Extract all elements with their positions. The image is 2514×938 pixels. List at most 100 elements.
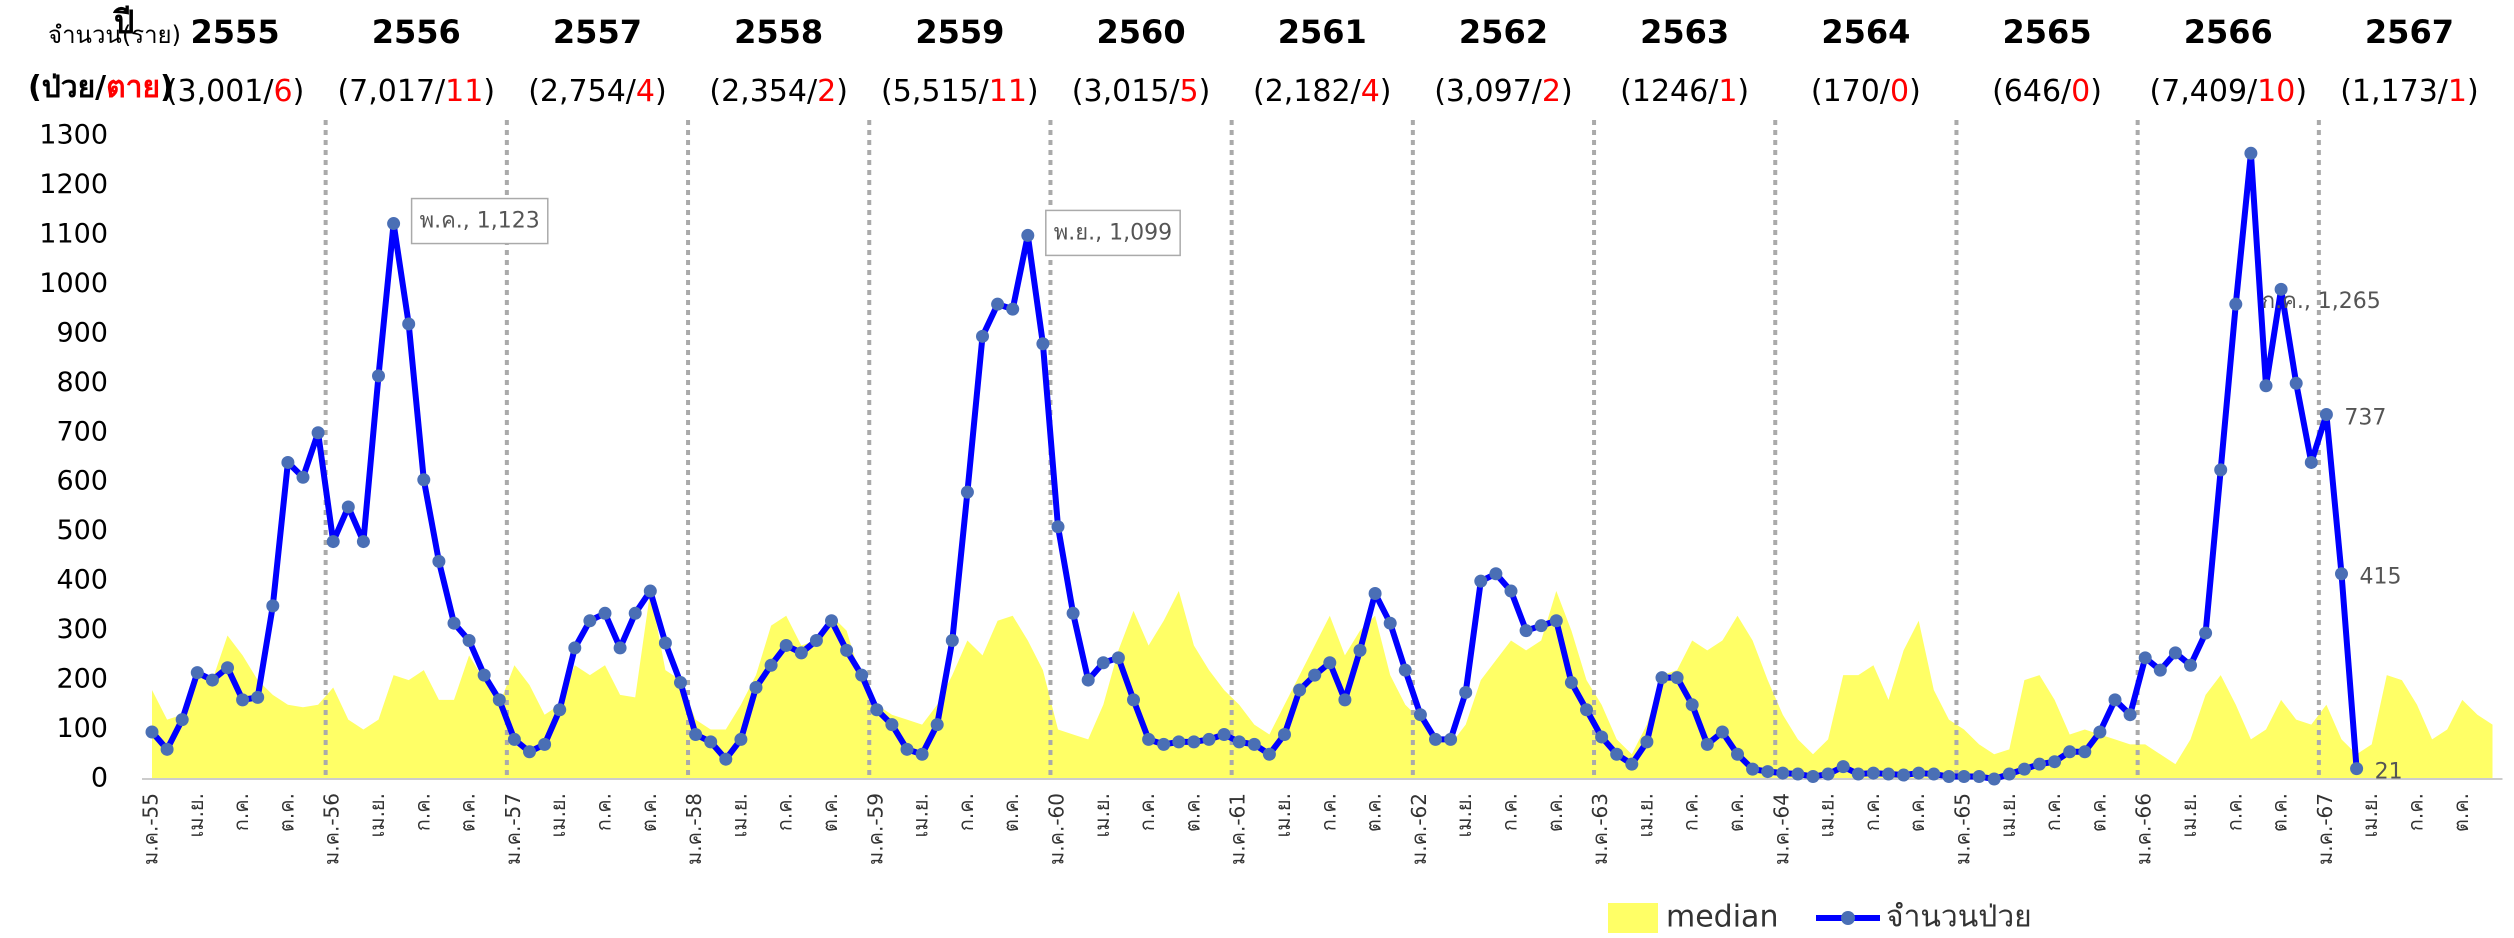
case-marker	[1398, 663, 1412, 677]
case-marker	[825, 614, 838, 628]
year-count-part: 2	[1542, 74, 1561, 109]
case-marker	[1655, 671, 1669, 685]
x-tick-label: ก.ค.	[1679, 793, 1703, 831]
case-marker	[2259, 379, 2273, 393]
case-marker	[643, 584, 657, 598]
year-counts: (3,015/5)	[1072, 74, 1211, 109]
year-count-part: (1246/	[1620, 74, 1719, 109]
case-marker	[1036, 337, 1050, 351]
case-marker	[1353, 643, 1367, 657]
x-tick-label: ต.ค.	[2449, 793, 2473, 832]
case-marker	[1972, 770, 1986, 784]
y-tick-label: 0	[91, 763, 108, 794]
case-marker	[538, 737, 552, 751]
case-marker	[1111, 651, 1125, 665]
case-marker	[2335, 567, 2348, 581]
year-count-part: 2	[817, 74, 836, 109]
case-marker	[598, 606, 612, 620]
case-marker	[945, 634, 959, 648]
year-count-part: (2,182/	[1253, 74, 1362, 109]
case-marker	[1429, 732, 1442, 746]
value-label: 415	[2360, 565, 2402, 590]
case-marker	[387, 217, 401, 231]
case-marker	[2244, 146, 2258, 160]
case-marker	[689, 727, 703, 741]
year-counts: (2,754/4)	[528, 74, 667, 109]
case-marker	[840, 643, 854, 657]
y-tick-label: 900	[56, 317, 108, 348]
case-marker	[1323, 656, 1337, 670]
year-label: 2555	[191, 13, 280, 51]
x-tick-label: เม.ย.	[365, 793, 389, 837]
year-count-part: (3,015/	[1072, 74, 1181, 109]
y-tick-label: 100	[56, 713, 108, 744]
year-label: 2557	[553, 13, 642, 51]
year-count-part: )	[293, 74, 305, 109]
year-count-part: (5,515/	[881, 74, 990, 109]
year-label: 2565	[2003, 13, 2092, 51]
case-marker	[492, 693, 506, 707]
x-tick-label: ต.ค.	[1905, 793, 1929, 832]
value-label: ก.ค., 1,265	[2262, 289, 2381, 314]
year-count-part: 5	[1179, 74, 1198, 109]
callout-box	[410, 197, 549, 245]
case-marker	[1625, 757, 1639, 771]
x-tick-label: ม.ค.-60	[1045, 793, 1069, 865]
y-tick-label: 500	[56, 515, 108, 546]
case-marker	[1836, 760, 1850, 774]
case-marker	[1474, 574, 1488, 588]
case-marker	[1806, 770, 1820, 784]
year-count-part: 4	[636, 74, 655, 109]
year-count-part: 0	[2071, 74, 2090, 109]
case-marker	[372, 369, 385, 383]
year-count-part: )	[2295, 74, 2307, 109]
x-tick-label: เม.ย.	[1996, 793, 2020, 837]
year-label: 2561	[1278, 13, 1367, 51]
header-label: ปี	[112, 3, 134, 41]
case-marker	[2214, 463, 2228, 477]
case-marker	[1217, 727, 1231, 741]
x-tick-label: เม.ย.	[727, 793, 751, 837]
year-label: 2567	[2365, 13, 2454, 51]
x-tick-label: ม.ค.-66	[2132, 793, 2156, 865]
x-tick-label: เม.ย.	[909, 793, 933, 837]
case-marker	[628, 606, 642, 620]
year-count-part: 1	[2448, 74, 2467, 109]
case-marker	[1202, 732, 1216, 746]
case-marker	[1670, 671, 1684, 685]
year-count-part: 6	[273, 74, 292, 109]
year-label: 2560	[1097, 13, 1186, 51]
year-count-part: 4	[1361, 74, 1380, 109]
x-tick-label: ต.ค.	[637, 793, 661, 832]
case-marker	[1942, 770, 1956, 784]
case-marker	[2033, 757, 2046, 771]
y-tick-label: 300	[56, 614, 108, 645]
x-tick-label: เม.ย.	[2358, 793, 2382, 837]
year-count-part: )	[2090, 74, 2102, 109]
x-tick-label: เม.ย.	[1090, 793, 1114, 837]
case-marker	[1595, 730, 1609, 744]
year-count-part: (7,017/	[337, 74, 446, 109]
case-marker	[1172, 735, 1186, 749]
x-tick-label: ม.ค.-59	[863, 793, 887, 865]
case-marker	[1549, 614, 1563, 628]
year-counts: (3,097/2)	[1434, 74, 1573, 109]
y-tick-label: 1000	[39, 268, 108, 299]
case-marker	[1051, 520, 1065, 534]
year-count-part: )	[483, 74, 495, 109]
case-marker	[1685, 698, 1699, 712]
x-tick-label: ต.ค.	[456, 793, 480, 832]
case-marker	[281, 455, 295, 469]
case-marker	[1761, 765, 1775, 779]
x-tick-label: ม.ค.-58	[682, 793, 706, 865]
legend-marker	[1841, 911, 1855, 925]
year-count-part: )	[1380, 74, 1392, 109]
header-sub-part: (ป่วย/	[28, 70, 106, 105]
value-label: พ.ย., 1,099	[1054, 220, 1172, 245]
case-marker	[2063, 745, 2077, 759]
case-marker	[1142, 732, 1156, 746]
case-marker	[809, 634, 823, 648]
year-count-part: (646/	[1992, 74, 2072, 109]
x-tick-label: เม.ย.	[1815, 793, 1839, 837]
year-count-part: )	[2467, 74, 2479, 109]
